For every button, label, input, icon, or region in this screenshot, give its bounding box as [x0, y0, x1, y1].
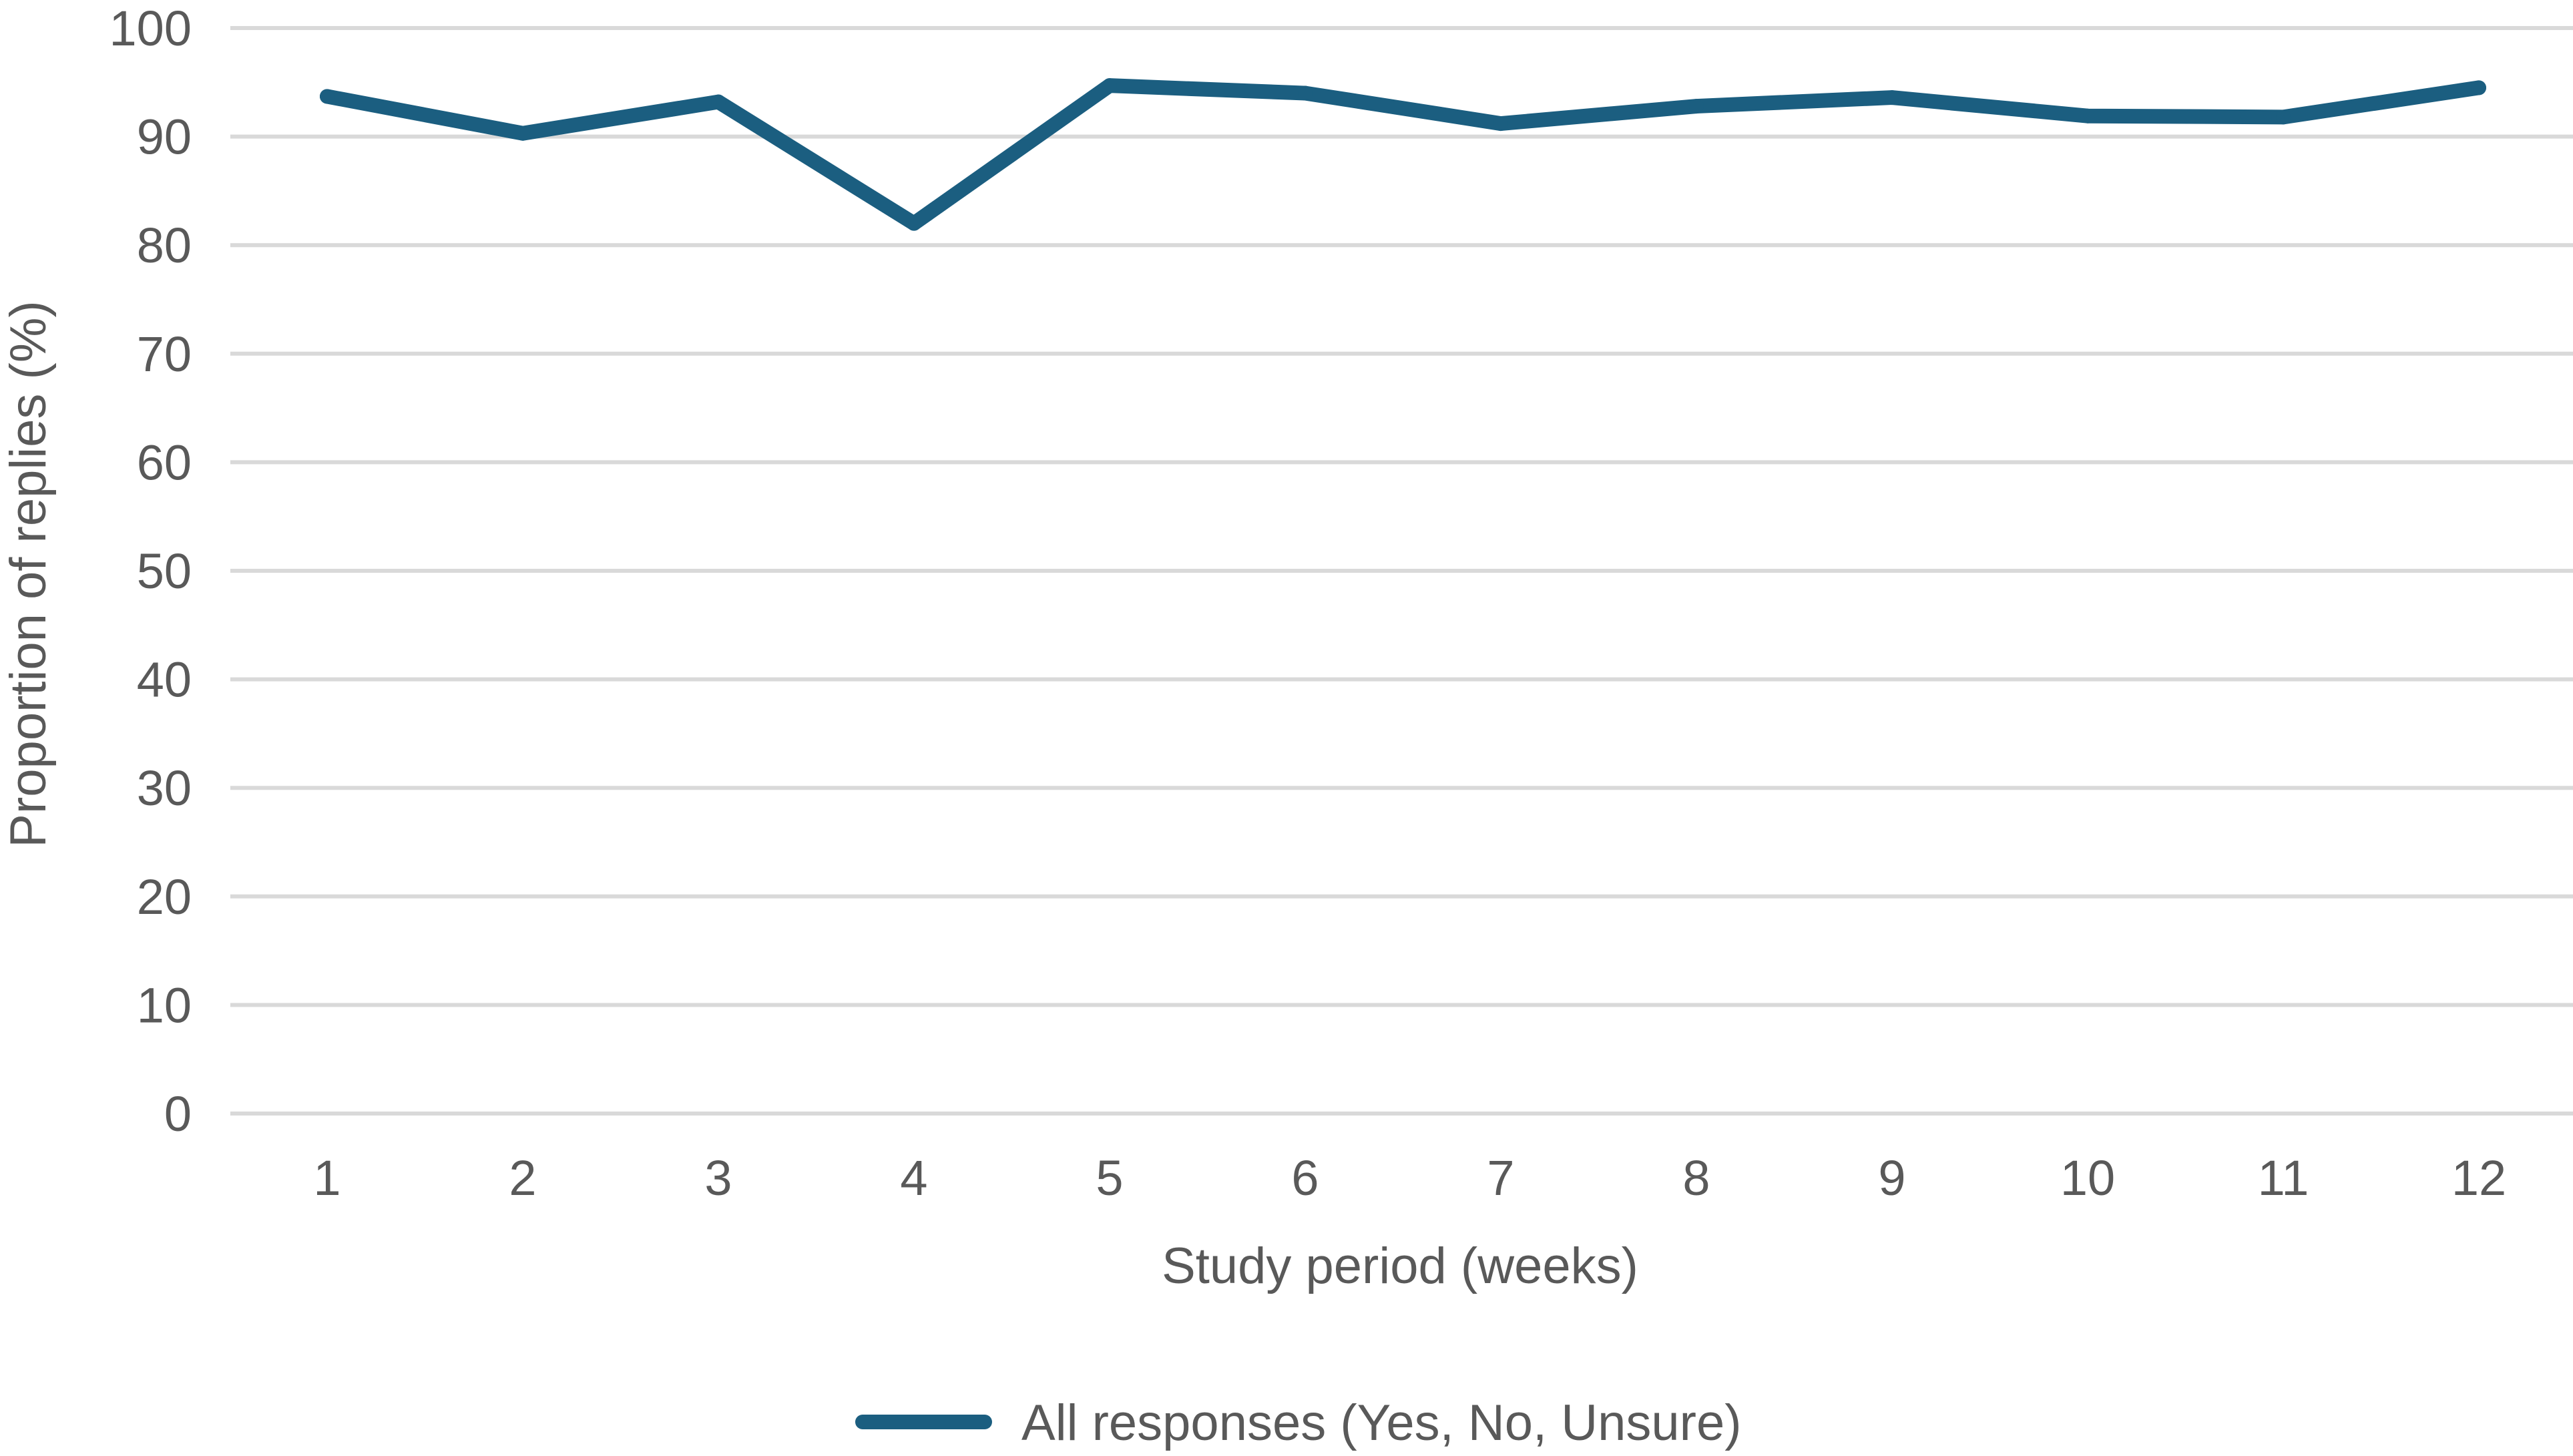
x-tick-label: 3 — [704, 1150, 732, 1206]
data-point — [2276, 109, 2291, 125]
data-point — [711, 94, 726, 109]
y-tick-label: 10 — [137, 977, 192, 1033]
y-tick-label: 70 — [137, 326, 192, 382]
x-tick-label: 12 — [2451, 1150, 2506, 1206]
x-tick-label: 1 — [313, 1150, 340, 1206]
data-point — [1885, 90, 1899, 105]
y-tick-label: 90 — [137, 109, 192, 165]
x-tick-label: 7 — [1487, 1150, 1514, 1206]
series-layer — [320, 78, 2486, 231]
x-tick-label: 11 — [2258, 1150, 2309, 1206]
y-tick-label: 100 — [109, 1, 192, 56]
legend: All responses (Yes, No, Unsure) — [855, 1395, 1742, 1451]
series-line — [320, 78, 2486, 231]
data-point — [2472, 80, 2486, 95]
y-tick-label: 50 — [137, 543, 192, 599]
y-tick-label: 30 — [137, 760, 192, 816]
data-point — [1689, 99, 1704, 114]
x-tick-label: 5 — [1096, 1150, 1123, 1206]
y-axis-ticks: 0 10 20 30 40 50 60 70 80 90 100 — [109, 1, 192, 1142]
y-tick-label: 60 — [137, 435, 192, 490]
x-tick-label: 9 — [1878, 1150, 1905, 1206]
data-point — [1493, 116, 1508, 132]
x-axis-ticks: 1 2 3 4 5 6 7 8 9 10 11 12 — [313, 1150, 2506, 1206]
data-point — [907, 216, 921, 231]
x-tick-label: 2 — [509, 1150, 536, 1206]
data-point — [1102, 78, 1117, 93]
x-tick-label: 6 — [1291, 1150, 1319, 1206]
y-tick-label: 40 — [137, 652, 192, 708]
y-axis-title: Proportion of replies (%) — [0, 300, 57, 847]
gridlines — [230, 26, 2573, 1116]
data-point — [1298, 85, 1313, 101]
y-tick-label: 80 — [137, 218, 192, 273]
y-tick-label: 0 — [164, 1086, 192, 1142]
data-point — [2080, 108, 2095, 124]
data-point — [515, 126, 530, 141]
legend-label: All responses (Yes, No, Unsure) — [1021, 1395, 1742, 1451]
x-tick-label: 8 — [1682, 1150, 1710, 1206]
y-tick-label: 20 — [137, 869, 192, 925]
data-point — [320, 89, 334, 104]
x-axis-title: Study period (weeks) — [1162, 1238, 1638, 1294]
x-tick-label: 10 — [2060, 1150, 2115, 1206]
x-tick-label: 4 — [900, 1150, 927, 1206]
